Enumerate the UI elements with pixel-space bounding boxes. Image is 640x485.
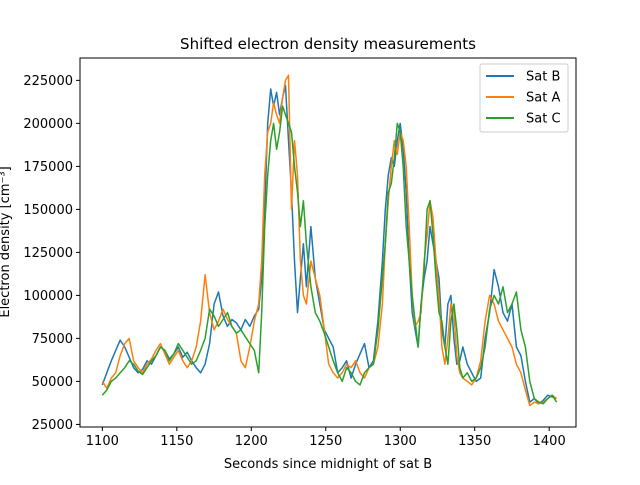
y-axis-label: Electron density [cm⁻³] [0,166,13,317]
legend-box [479,63,569,133]
chart-title: Shifted electron density measurements [180,35,476,53]
x-tick-label: 1150 [160,434,193,449]
x-tick-label: 1100 [86,434,119,449]
y-tick-label: 175000 [23,160,73,175]
x-tick-label: 1400 [533,434,566,449]
y-tick-label: 125000 [23,246,73,261]
series-layer [101,74,558,407]
y-tick-label: 225000 [23,74,73,89]
x-axis: 1100 1150 1200 1250 1300 1350 1400 [86,427,566,449]
y-tick-label: 100000 [23,289,73,304]
plot-frame [79,57,577,428]
y-tick-label: 25000 [32,418,73,433]
y-axis: 25000 50000 75000 100000 125000 150000 175000 2… [23,74,80,433]
x-tick-label: 1350 [458,434,491,449]
series-line-sat-c [101,105,558,405]
x-axis-label: Seconds since midnight of sat B [224,457,432,472]
legend-label: Sat B [526,70,560,85]
y-tick-label: 150000 [23,203,73,218]
x-tick-label: 1250 [309,434,342,449]
legend: Sat B Sat A Sat C [479,63,569,133]
x-tick-label: 1200 [235,434,268,449]
legend-label: Sat A [526,91,560,106]
legend-label: Sat C [526,112,561,127]
y-tick-label: 75000 [32,332,73,347]
y-tick-label: 200000 [23,117,73,132]
y-tick-label: 50000 [32,375,73,390]
series-line-sat-a [101,74,558,407]
x-tick-label: 1300 [384,434,417,449]
